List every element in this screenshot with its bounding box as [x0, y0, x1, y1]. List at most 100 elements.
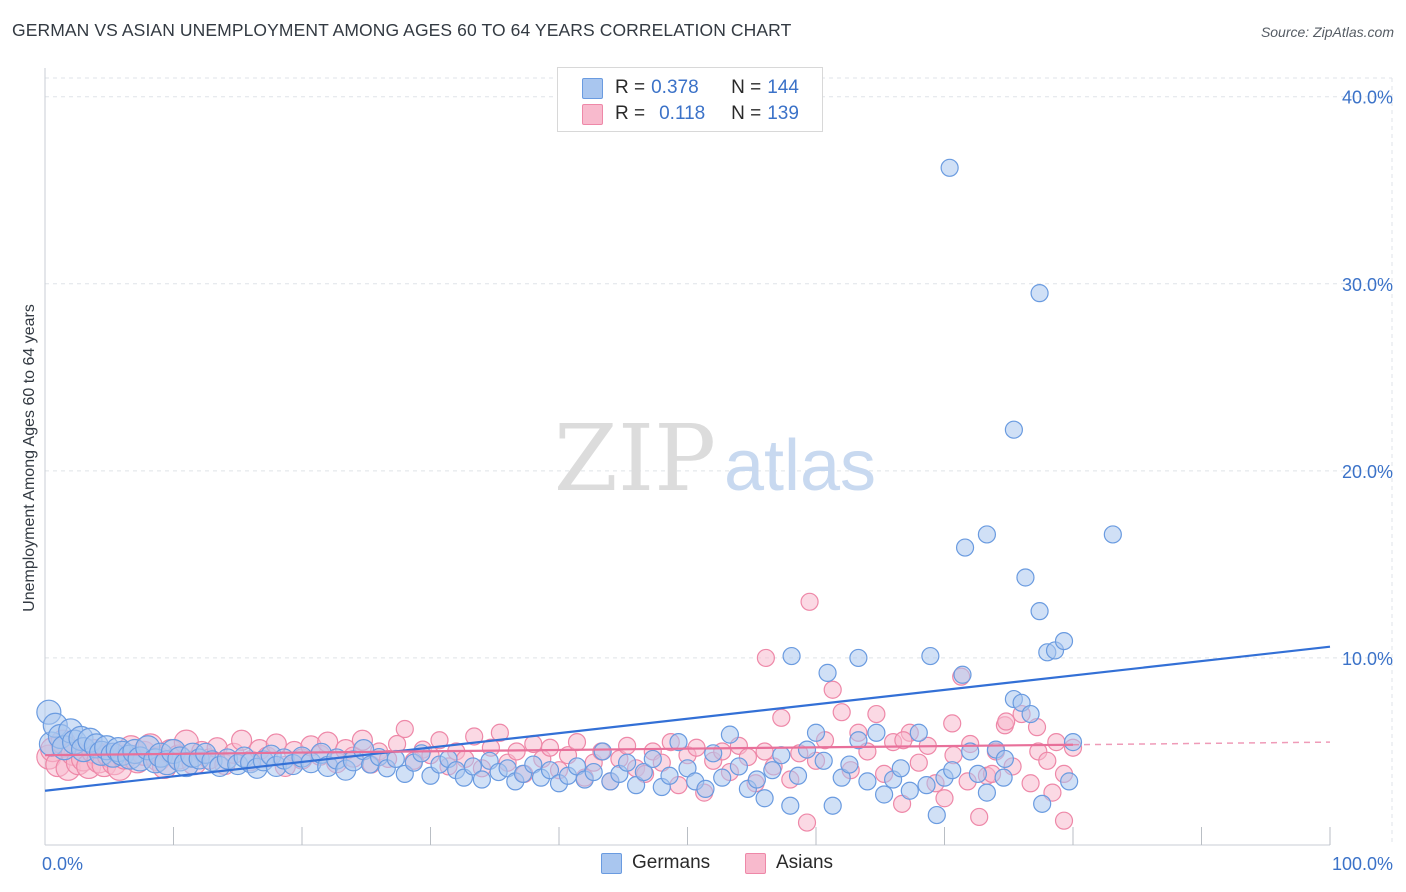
german-point: [849, 731, 868, 750]
german-point: [900, 781, 919, 800]
asian-point: [567, 733, 587, 752]
german-point: [1054, 631, 1074, 651]
german-point: [781, 796, 800, 815]
german-point: [1103, 525, 1122, 544]
y-tick-label: 40.0%: [1342, 88, 1393, 108]
n-value: 144: [767, 77, 799, 98]
n-value: 139: [767, 103, 799, 124]
german-point: [643, 749, 662, 769]
german-point: [755, 789, 774, 808]
german-point: [669, 733, 688, 752]
y-tick-label: 30.0%: [1342, 275, 1393, 295]
german-point: [909, 723, 928, 742]
german-point: [782, 646, 801, 666]
german-point: [961, 742, 980, 761]
german-point: [977, 783, 997, 802]
german-point: [806, 723, 826, 742]
asian-point: [395, 719, 414, 739]
legend-label-asians: Asians: [776, 852, 834, 873]
r-value: 0.378: [651, 77, 699, 98]
asian-point: [1021, 774, 1040, 793]
german-point: [634, 762, 653, 782]
german-point: [823, 796, 842, 815]
asian-point: [832, 703, 851, 722]
asian-swatch: [582, 103, 603, 125]
watermark-zip: ZIP: [554, 405, 716, 512]
y-tick-label: 20.0%: [1342, 462, 1393, 482]
german-point: [472, 770, 491, 789]
german-point: [1030, 602, 1049, 621]
asian-point: [935, 789, 954, 808]
german-point: [994, 768, 1013, 787]
legend-label-germans: Germans: [632, 852, 711, 873]
german-point: [921, 646, 940, 666]
asian-point: [800, 592, 819, 611]
german-point: [875, 785, 894, 804]
asian-swatch: [745, 852, 766, 874]
asian-trend-extension: [1072, 741, 1331, 746]
german-point: [1033, 794, 1052, 813]
german-point: [696, 779, 715, 798]
german-point: [943, 761, 962, 780]
chart-title: GERMAN VS ASIAN UNEMPLOYMENT AMONG AGES …: [12, 20, 792, 40]
r-label: R =: [615, 77, 646, 98]
german-point: [713, 768, 732, 787]
correlation-legend: R = 0.378 N = 144 R = 0.118 N = 139: [557, 67, 823, 132]
german-point: [463, 757, 483, 776]
asian-points: [36, 592, 1083, 832]
asian-point: [430, 731, 449, 750]
german-point: [1030, 284, 1049, 303]
german-point: [593, 742, 612, 761]
trend-lines: [44, 645, 1331, 792]
german-point: [618, 753, 637, 772]
german-point: [729, 757, 749, 776]
asian-point: [1038, 751, 1057, 770]
asian-point: [970, 807, 989, 827]
german-point: [1063, 733, 1083, 752]
german-point: [1016, 568, 1035, 587]
asian-point: [894, 731, 913, 750]
german-point: [584, 762, 603, 782]
german-point: [772, 746, 791, 765]
german-swatch: [601, 852, 622, 874]
asian-point: [943, 714, 962, 733]
german-point: [818, 663, 837, 682]
german-point: [720, 725, 740, 744]
german-point: [927, 805, 946, 825]
german-point: [1004, 420, 1023, 439]
asian-point: [823, 680, 842, 699]
legend-row-asians: R = 0.118 N = 139: [582, 102, 799, 126]
german-point: [763, 761, 782, 780]
asian-point: [997, 712, 1016, 731]
asian-point: [1047, 733, 1066, 752]
german-point: [955, 538, 975, 557]
asian-point: [465, 727, 484, 746]
german-point: [788, 766, 808, 785]
asian-point: [540, 738, 560, 757]
german-point: [840, 755, 859, 774]
tick-labels: 10.0% 20.0% 30.0% 40.0% 0.0% 100.0%: [42, 88, 1393, 874]
german-point: [940, 158, 959, 177]
german-point: [1021, 704, 1040, 724]
asian-point: [909, 753, 928, 772]
german-point: [849, 648, 868, 668]
german-point: [968, 764, 988, 784]
german-point: [660, 766, 679, 785]
asian-point: [756, 648, 775, 668]
asian-point: [1043, 783, 1062, 802]
legend-item-asians[interactable]: Asians: [745, 852, 833, 874]
y-axis-label: Unemployment Among Ages 60 to 64 years: [21, 304, 38, 612]
german-point: [540, 761, 560, 780]
german-point: [917, 776, 936, 795]
legend-item-germans[interactable]: Germans: [601, 852, 710, 874]
german-trend-line: [44, 645, 1331, 792]
grid-lines: [45, 77, 1393, 845]
source-note: Source: ZipAtlas.com: [1260, 24, 1394, 40]
asian-point: [944, 746, 963, 765]
x-tick-label: 100.0%: [1332, 854, 1393, 874]
german-point: [858, 772, 877, 791]
asian-point: [1054, 811, 1074, 830]
german-swatch: [582, 77, 603, 99]
n-label: N =: [731, 103, 762, 124]
